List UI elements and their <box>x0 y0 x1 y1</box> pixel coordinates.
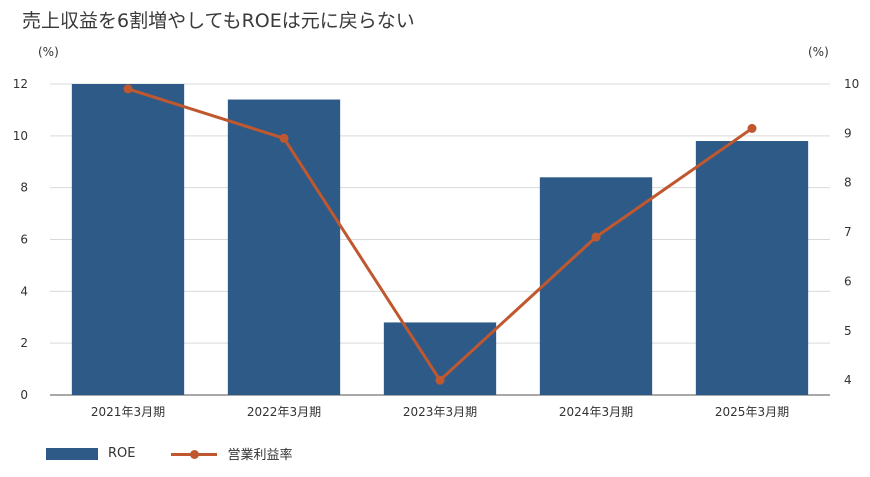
legend-bar-swatch <box>46 447 98 460</box>
legend-item-margin: 営業利益率 <box>171 444 293 463</box>
right-tick-label: 4 <box>844 373 852 387</box>
right-tick-label: 8 <box>844 176 852 190</box>
x-tick-label: 2022年3月期 <box>247 405 321 419</box>
right-tick-label: 7 <box>844 225 852 239</box>
right-tick-label: 10 <box>844 77 859 91</box>
left-tick-label: 8 <box>20 181 28 195</box>
point-operating-margin <box>435 375 445 385</box>
left-tick-label: 10 <box>13 129 28 143</box>
bar-roe <box>695 141 809 395</box>
bar-roe <box>71 84 185 395</box>
x-tick-label: 2025年3月期 <box>715 405 789 419</box>
legend: ROE 営業利益率 <box>46 444 329 463</box>
right-tick-label: 6 <box>844 274 852 288</box>
right-axis-unit: (%) <box>808 45 829 59</box>
x-axis-ticks: 2021年3月期 2022年3月期 2023年3月期 2024年3月期 2025年3月期 <box>91 405 789 419</box>
point-operating-margin <box>747 123 757 133</box>
line-series <box>123 84 757 385</box>
left-tick-label: 12 <box>13 77 28 91</box>
legend-label-roe: ROE <box>108 446 136 461</box>
right-tick-label: 5 <box>844 324 852 338</box>
x-tick-label: 2023年3月期 <box>403 405 477 419</box>
point-operating-margin <box>279 133 289 143</box>
bar-roe <box>227 99 341 396</box>
point-operating-margin <box>591 232 601 242</box>
left-axis-ticks: 0 2 4 6 8 10 12 <box>13 77 28 402</box>
left-tick-label: 6 <box>20 233 28 247</box>
bar-roe <box>539 177 653 395</box>
left-tick-label: 0 <box>20 388 28 402</box>
left-axis-unit: (%) <box>38 45 59 59</box>
bar-series <box>71 84 809 396</box>
left-tick-label: 2 <box>20 336 28 350</box>
point-operating-margin <box>123 84 133 94</box>
x-tick-label: 2021年3月期 <box>91 405 165 419</box>
right-tick-label: 9 <box>844 126 852 140</box>
x-tick-label: 2024年3月期 <box>559 405 633 419</box>
legend-label-margin: 営業利益率 <box>227 448 293 463</box>
left-tick-label: 4 <box>20 284 28 298</box>
legend-line-swatch <box>171 448 218 460</box>
right-axis-ticks: 4 5 6 7 8 9 10 <box>844 77 859 387</box>
legend-item-roe: ROE <box>46 446 135 461</box>
chart-title: 売上収益を6割増やしてもROEは元に戻らない <box>22 10 415 32</box>
